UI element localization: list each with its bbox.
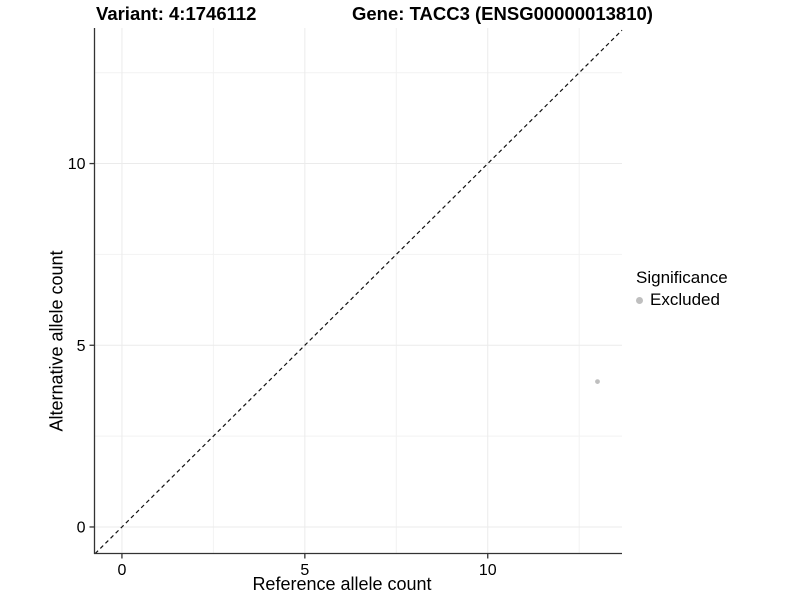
y-axis-label: Alternative allele count — [46, 250, 67, 432]
y-tick-label: 10 — [68, 156, 86, 173]
x-axis-label: Reference allele count — [252, 574, 432, 594]
legend: Significance Excluded — [636, 268, 728, 310]
x-tick-label: 10 — [479, 562, 497, 579]
legend-item-label: Excluded — [650, 290, 720, 309]
plot-title-gene: Gene: TACC3 (ENSG00000013810) — [352, 3, 653, 24]
x-tick-label: 5 — [300, 562, 309, 579]
data-point — [595, 379, 600, 385]
identity-reference-line — [94, 29, 623, 554]
y-tick-label: 5 — [77, 338, 86, 355]
plot-title-variant: Variant: 4:1746112 — [96, 3, 257, 24]
x-tick-label: 0 — [117, 562, 126, 579]
y-tick-label: 0 — [77, 519, 86, 536]
legend-point-icon — [636, 296, 643, 304]
legend-item-excluded: Excluded — [636, 290, 728, 310]
legend-title: Significance — [636, 268, 728, 287]
